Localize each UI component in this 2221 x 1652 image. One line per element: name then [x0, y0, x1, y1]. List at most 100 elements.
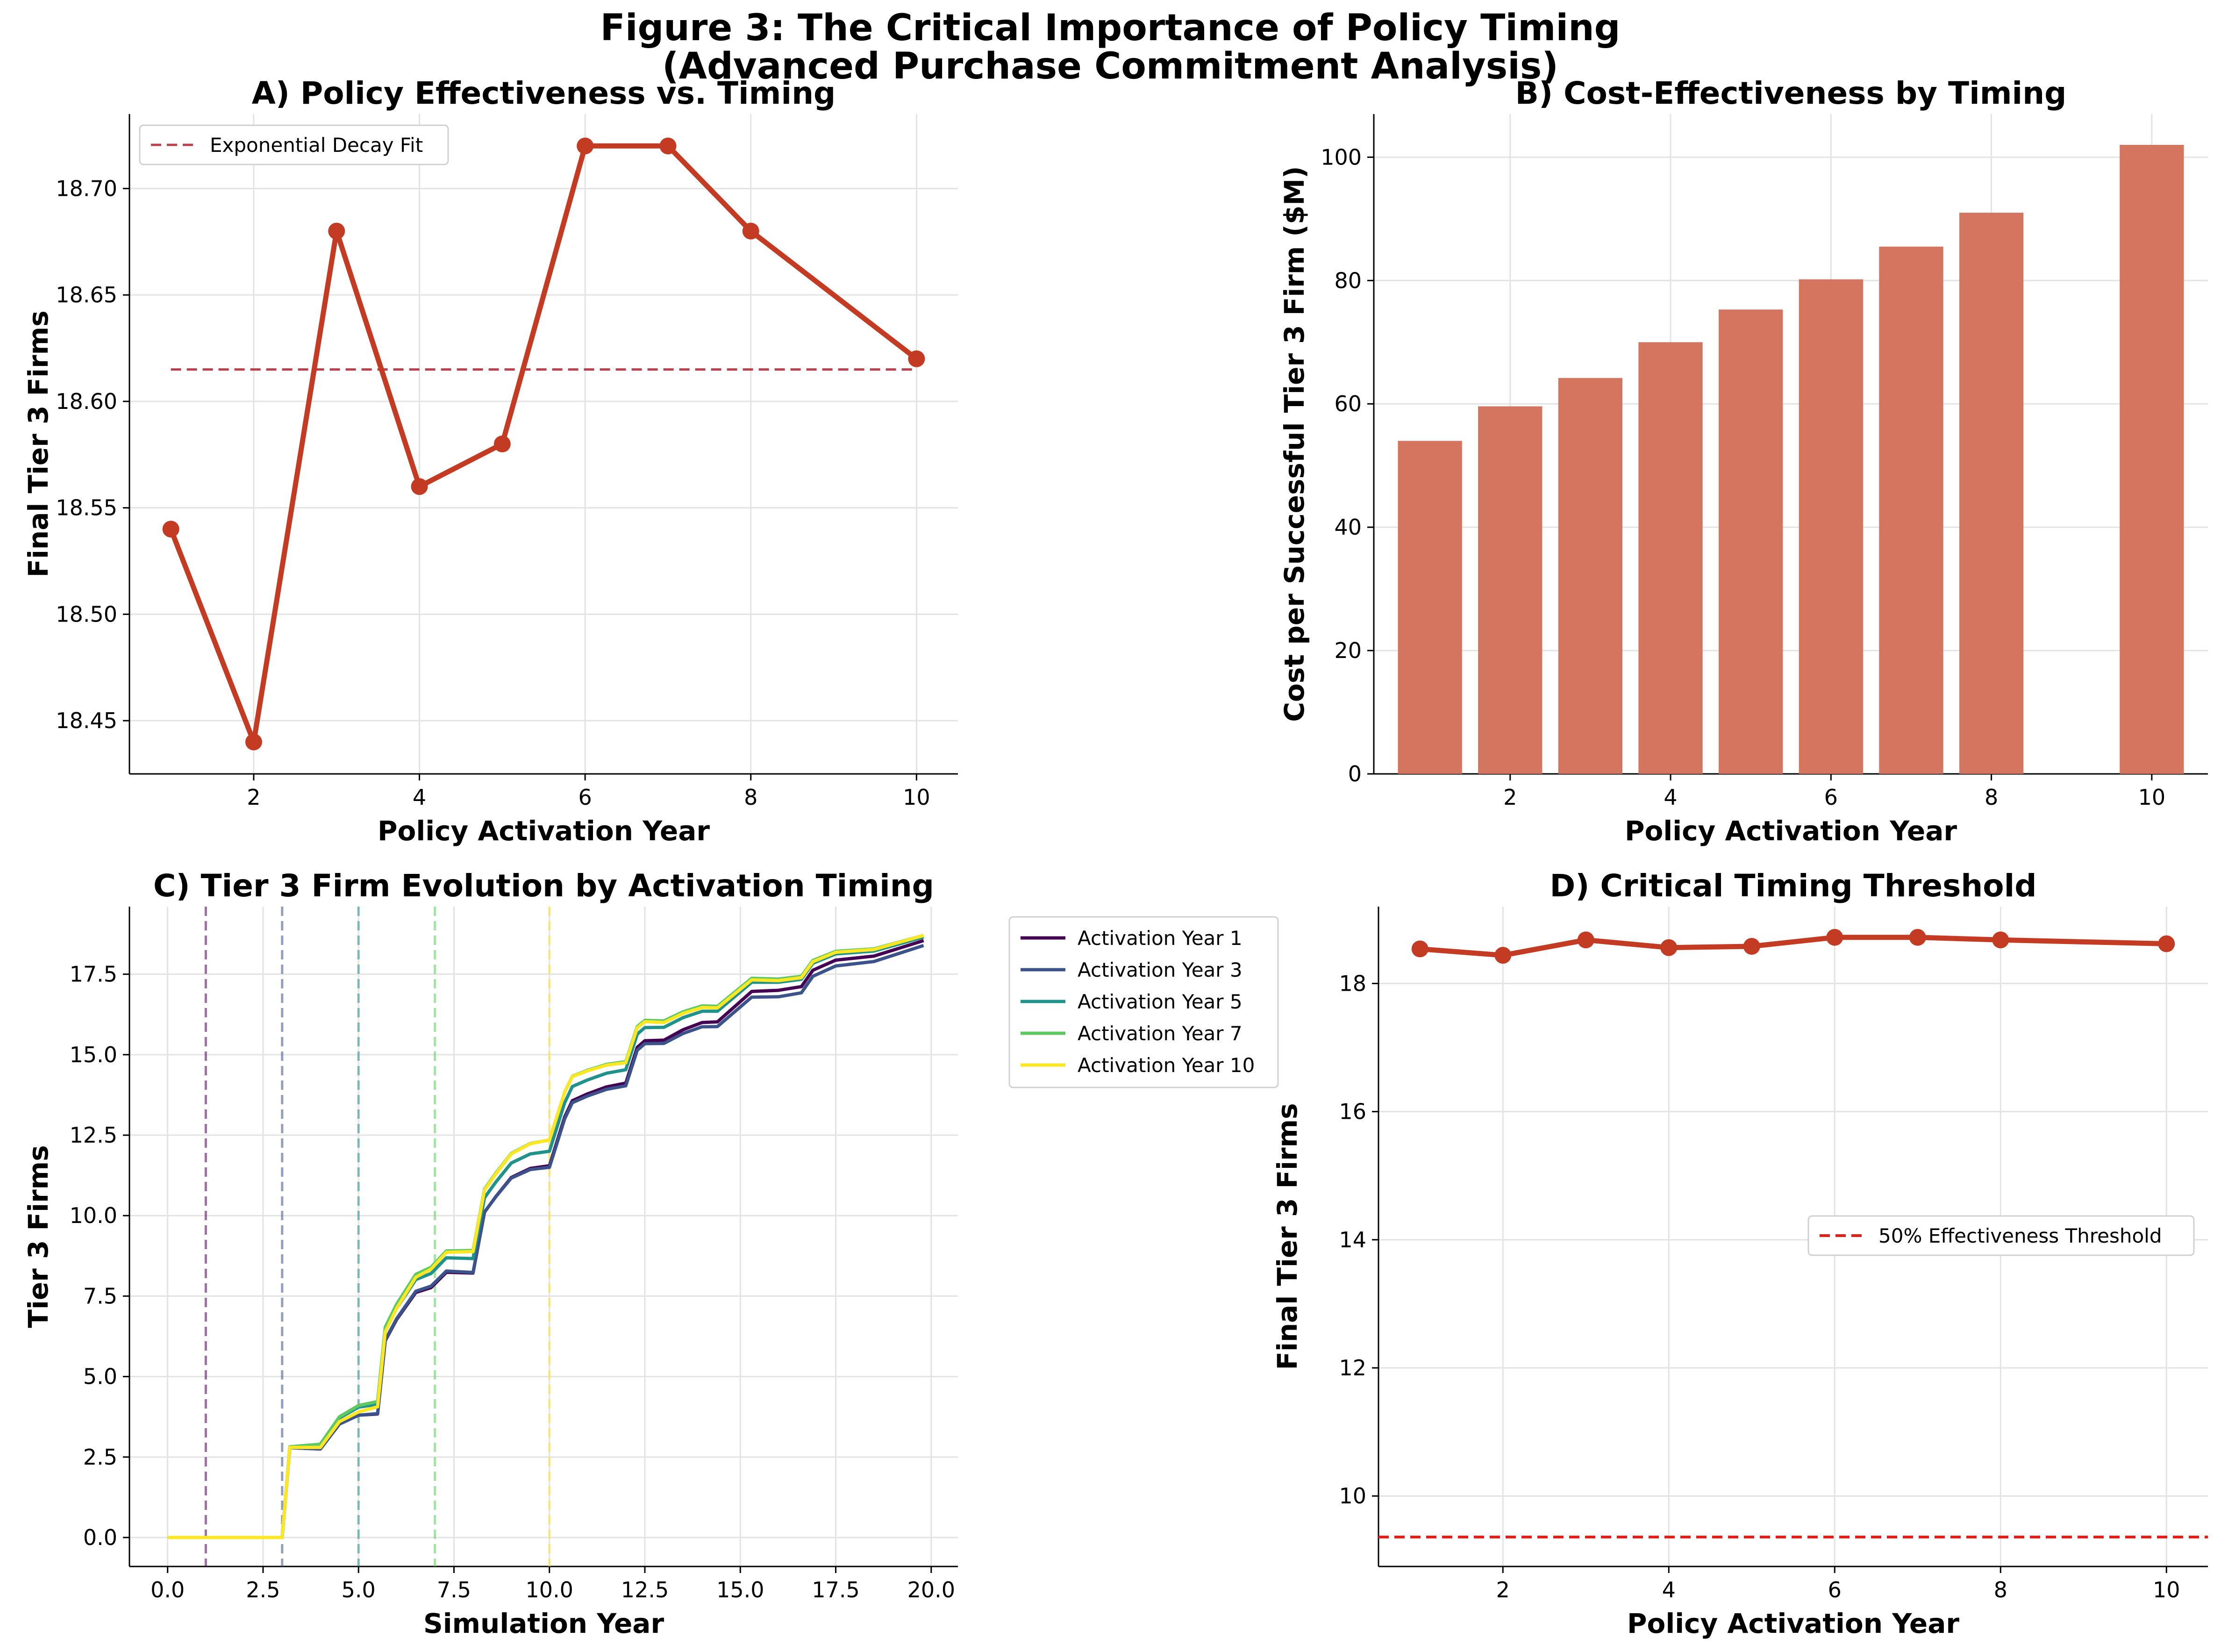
y-tick-label: 0.0 [83, 1525, 117, 1550]
panel-title: B) Cost-Effectiveness by Timing [1515, 75, 2067, 111]
x-tick-label: 8 [744, 785, 757, 810]
effectiveness-point [328, 222, 345, 240]
x-tick-label: 2 [247, 785, 260, 810]
y-tick-label: 100 [1321, 144, 1362, 170]
x-tick-label: 10.0 [526, 1577, 573, 1602]
y-tick-label: 40 [1334, 515, 1362, 540]
effectiveness-point [577, 137, 594, 155]
y-tick-label: 12 [1339, 1355, 1366, 1380]
x-tick-label: 10 [2153, 1577, 2180, 1602]
y-axis-label: Tier 3 Firms [22, 1145, 54, 1328]
legend-label: 50% Effectiveness Threshold [1878, 1224, 2162, 1247]
cost-bar [1879, 246, 1943, 774]
x-tick-label: 8 [1985, 785, 1998, 810]
legend-label: Activation Year 5 [1078, 990, 1243, 1013]
y-tick-label: 2.5 [83, 1445, 117, 1470]
y-tick-label: 15.0 [70, 1042, 117, 1067]
y-tick-label: 18.55 [56, 495, 117, 521]
x-tick-label: 4 [1664, 785, 1677, 810]
cost-bar [1478, 406, 1543, 774]
effectiveness-point [493, 436, 511, 452]
timing-point [1494, 947, 1512, 964]
x-tick-label: 12.5 [621, 1577, 669, 1602]
y-tick-label: 18.70 [56, 176, 117, 201]
x-tick-label: 20.0 [907, 1577, 955, 1602]
legend-box [1807, 1215, 2195, 1256]
panel-C: 0.0 2.5 5.0 7.5 10.0 12.5 15.0 17.5 20.0 0.0 2.5 5.… [22, 868, 1279, 1639]
effectiveness-point [742, 222, 759, 240]
x-tick-label: 0.0 [150, 1577, 185, 1602]
x-tick-label: 6 [1828, 1577, 1842, 1602]
legend-label: Activation Year 1 [1078, 927, 1243, 950]
figure-title-line2: (Advanced Purchase Commitment Analysis) [662, 45, 1558, 87]
y-axis-label: Cost per Successful Tier 3 Firm ($M) [1278, 166, 1310, 722]
x-axis-label: Policy Activation Year [378, 815, 710, 847]
legend-label: Activation Year 3 [1078, 958, 1243, 981]
effectiveness-point [659, 137, 677, 155]
legend-label: Exponential Decay Fit [210, 134, 423, 157]
figure-title-line1: Figure 3: The Critical Importance of Pol… [600, 7, 1621, 49]
cost-bar [1558, 378, 1623, 774]
panel-title: C) Tier 3 Firm Evolution by Activation T… [153, 868, 934, 904]
y-tick-label: 20 [1334, 638, 1362, 663]
legend-label: Activation Year 7 [1078, 1022, 1243, 1045]
timing-point [1992, 931, 2009, 949]
effectiveness-point [162, 521, 179, 538]
x-tick-label: 6 [1824, 785, 1838, 810]
panel-D: 2 4 6 8 10 10 12 14 16 18 D) Critical Timing Thres… [1271, 868, 2208, 1639]
x-tick-label: 2 [1496, 1577, 1510, 1602]
x-tick-label: 5.0 [342, 1577, 376, 1602]
x-tick-label: 15.0 [716, 1577, 764, 1602]
cost-bar [2120, 144, 2184, 774]
evolution-line [167, 934, 924, 1539]
x-axis-label: Policy Activation Year [1627, 1608, 1959, 1639]
y-tick-label: 18.65 [56, 282, 117, 308]
y-tick-label: 18.60 [56, 389, 117, 414]
y-tick-label: 10 [1339, 1483, 1366, 1509]
y-tick-label: 17.5 [70, 962, 117, 987]
timing-point [1577, 931, 1594, 949]
cost-bar [1398, 441, 1462, 774]
x-tick-label: 4 [413, 785, 426, 810]
y-tick-label: 18 [1339, 971, 1366, 996]
x-tick-label: 8 [1994, 1577, 2007, 1602]
y-axis-label: Final Tier 3 Firms [22, 310, 54, 577]
cost-bar [1719, 309, 1783, 774]
legend-box [139, 124, 449, 165]
x-axis-label: Simulation Year [423, 1608, 664, 1639]
y-tick-label: 14 [1339, 1227, 1366, 1252]
effectiveness-point [908, 350, 925, 367]
timing-point [1660, 939, 1678, 956]
panel-title: A) Policy Effectiveness vs. Timing [252, 75, 836, 111]
y-tick-label: 7.5 [83, 1283, 117, 1309]
evolution-line [167, 944, 924, 1539]
cost-bar [1959, 213, 2024, 774]
y-tick-label: 80 [1334, 268, 1362, 293]
legend-label: Activation Year 10 [1078, 1054, 1255, 1077]
effectiveness-point [245, 733, 262, 751]
legend-box [1008, 916, 1279, 1088]
cost-bar [1799, 279, 1863, 774]
x-axis-label: Policy Activation Year [1625, 815, 1957, 847]
y-tick-label: 12.5 [70, 1123, 117, 1148]
y-tick-label: 18.50 [56, 601, 117, 627]
x-tick-label: 2 [1503, 785, 1517, 810]
y-tick-label: 0 [1348, 761, 1362, 787]
y-tick-label: 18.45 [56, 708, 117, 733]
x-tick-label: 4 [1662, 1577, 1676, 1602]
panel-title: D) Critical Timing Threshold [1550, 868, 2036, 904]
x-tick-label: 6 [578, 785, 592, 810]
x-tick-label: 7.5 [437, 1577, 471, 1602]
y-tick-label: 5.0 [83, 1364, 117, 1389]
timing-point [1826, 929, 1843, 946]
x-tick-label: 2.5 [246, 1577, 280, 1602]
y-tick-label: 10.0 [70, 1203, 117, 1228]
y-axis-label: Final Tier 3 Firms [1271, 1103, 1303, 1370]
panel-A: 2 4 6 8 10 18.45 18.50 18.55 18.60 18.65 18.70 A) P… [22, 75, 958, 847]
timing-point [1909, 929, 1926, 946]
cost-bar [1638, 342, 1703, 774]
panels: 2 4 6 8 10 18.45 18.50 18.55 18.60 18.65 18.70 A) P… [22, 75, 2208, 1639]
x-tick-label: 17.5 [812, 1577, 859, 1602]
